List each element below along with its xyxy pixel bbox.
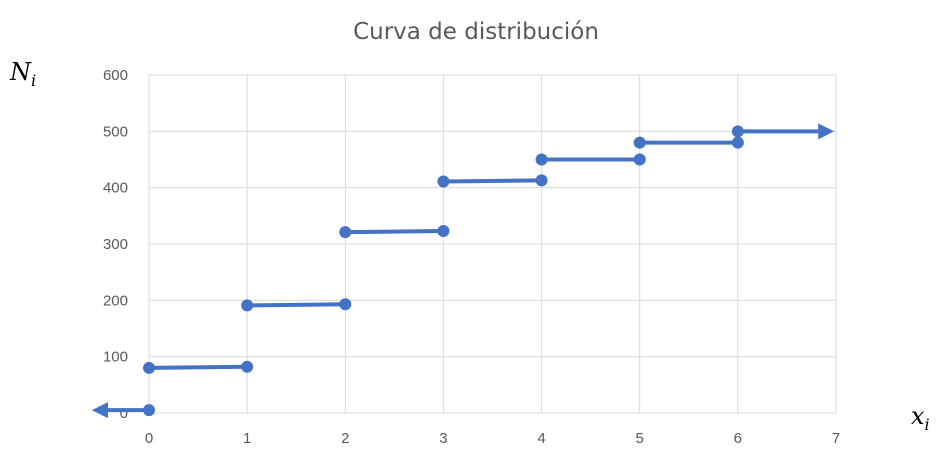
step-segment <box>441 178 544 184</box>
data-points <box>143 125 744 417</box>
data-point <box>437 175 450 188</box>
step-segment <box>147 364 250 370</box>
data-point <box>339 298 352 311</box>
data-point <box>339 226 352 239</box>
y-tick-label: 100 <box>103 349 128 366</box>
x-tick-label: 2 <box>341 430 349 447</box>
data-point <box>437 225 450 238</box>
x-tick-label: 5 <box>636 430 644 447</box>
y-tick-label: 500 <box>103 123 128 140</box>
x-axis-label-main: x <box>911 402 925 430</box>
data-point <box>633 136 646 149</box>
gridlines <box>148 74 837 414</box>
step-series <box>91 123 835 419</box>
step-segment <box>343 229 446 235</box>
data-point <box>535 174 548 187</box>
data-point <box>143 404 155 417</box>
data-point <box>143 361 155 374</box>
y-tick-label: 0 <box>120 405 128 422</box>
x-tick-label: 4 <box>537 430 545 447</box>
x-axis-label-sub: i <box>925 415 930 434</box>
chart-title: Curva de distribución <box>353 19 599 45</box>
data-point <box>731 136 744 149</box>
data-point <box>633 153 646 166</box>
x-tick-label: 1 <box>243 430 251 447</box>
x-tick-label: 6 <box>734 430 742 447</box>
y-axis-label: Ni <box>9 58 36 90</box>
data-point <box>241 360 254 373</box>
x-axis-label: xi <box>911 402 930 434</box>
x-tick-label: 0 <box>145 430 153 447</box>
step-segment <box>245 302 348 308</box>
data-point <box>241 299 254 312</box>
y-tick-label: 400 <box>103 180 128 197</box>
data-point <box>535 153 548 166</box>
y-tick-label: 300 <box>103 236 128 253</box>
x-tick-label: 7 <box>832 430 840 447</box>
y-axis-label-sub: i <box>31 71 36 90</box>
y-tick-label: 600 <box>103 67 128 84</box>
data-point <box>731 125 744 138</box>
x-tick-label: 3 <box>439 430 447 447</box>
y-tick-label: 200 <box>103 292 128 309</box>
tick-labels: 0 100 200 300 400 500 600 0 1 2 3 4 5 6 7 <box>103 67 840 447</box>
y-axis-label-main: N <box>9 58 32 86</box>
